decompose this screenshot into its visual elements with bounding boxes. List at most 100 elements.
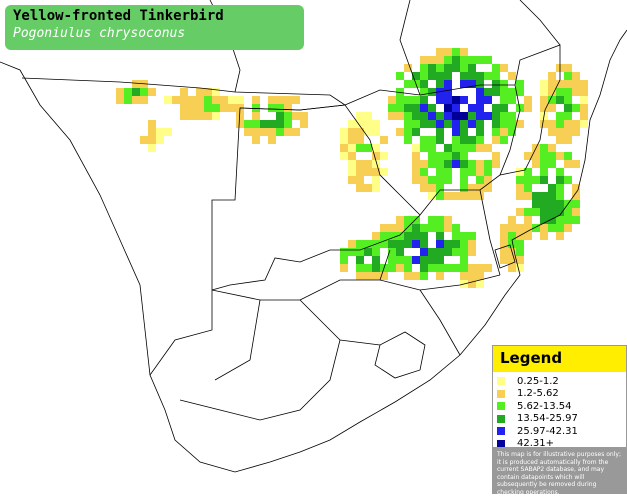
map-cell: [364, 168, 372, 176]
map-cell: [500, 256, 508, 264]
map-cell: [476, 272, 484, 280]
map-cell: [524, 104, 532, 112]
map-cell: [492, 112, 500, 120]
map-cell: [508, 240, 516, 248]
map-cell: [452, 152, 460, 160]
map-cell: [524, 208, 532, 216]
map-cell: [460, 184, 468, 192]
map-cell: [196, 96, 204, 104]
map-cell: [540, 192, 548, 200]
map-cell: [524, 152, 532, 160]
map-cell: [564, 80, 572, 88]
map-cell: [180, 88, 188, 96]
map-cell: [556, 96, 564, 104]
map-cell: [372, 176, 380, 184]
map-cell: [436, 120, 444, 128]
map-cell: [428, 152, 436, 160]
map-cell: [260, 128, 268, 136]
map-cell: [524, 96, 532, 104]
map-cell: [476, 128, 484, 136]
disclaimer: This map is for illustrative purposes on…: [493, 447, 626, 496]
map-cell: [500, 232, 508, 240]
map-cell: [404, 216, 412, 224]
map-cell: [548, 88, 556, 96]
map-cell: [396, 256, 404, 264]
map-cell: [444, 176, 452, 184]
map-cell: [564, 104, 572, 112]
map-cell: [460, 112, 468, 120]
map-cell: [420, 64, 428, 72]
map-cell: [452, 120, 460, 128]
map-cell: [356, 256, 364, 264]
border-botswana: [211, 104, 421, 291]
map-cell: [460, 264, 468, 272]
map-cell: [412, 112, 420, 120]
map-cell: [500, 248, 508, 256]
map-cell: [564, 136, 572, 144]
legend-label: 0.25-1.2: [517, 375, 559, 387]
map-cell: [348, 248, 356, 256]
map-cell: [212, 96, 220, 104]
map-cell: [380, 272, 388, 280]
map-cell: [428, 216, 436, 224]
map-cell: [452, 232, 460, 240]
map-cell: [444, 88, 452, 96]
map-cell: [372, 152, 380, 160]
map-cell: [516, 264, 524, 272]
map-cell: [436, 240, 444, 248]
map-cell: [548, 96, 556, 104]
map-cell: [556, 112, 564, 120]
map-cell: [540, 160, 548, 168]
map-cell: [276, 120, 284, 128]
map-cell: [284, 96, 292, 104]
map-cell: [508, 112, 516, 120]
legend-item: 5.62-13.54: [497, 400, 626, 413]
legend-swatch: [497, 402, 505, 411]
map-cell: [444, 224, 452, 232]
map-cell: [500, 80, 508, 88]
map-cell: [460, 192, 468, 200]
map-cell: [444, 48, 452, 56]
map-cell: [420, 168, 428, 176]
map-cell: [444, 56, 452, 64]
map-cell: [412, 152, 420, 160]
map-cell: [412, 120, 420, 128]
map-cell: [500, 120, 508, 128]
map-cell: [412, 128, 420, 136]
map-cell: [564, 128, 572, 136]
map-cell: [452, 240, 460, 248]
borders: [0, 0, 627, 473]
map-cell: [364, 120, 372, 128]
map-cell: [460, 176, 468, 184]
map-cell: [492, 72, 500, 80]
map-cell: [516, 240, 524, 248]
map-cell: [524, 168, 532, 176]
map-cell: [492, 80, 500, 88]
map-cell: [284, 104, 292, 112]
map-cell: [412, 168, 420, 176]
map-cell: [524, 176, 532, 184]
map-cell: [212, 112, 220, 120]
map-cell: [404, 264, 412, 272]
map-cell: [436, 96, 444, 104]
map-cell: [516, 248, 524, 256]
map-cell: [252, 128, 260, 136]
map-cell: [460, 72, 468, 80]
map-cell: [204, 104, 212, 112]
map-cell: [236, 112, 244, 120]
map-cell: [564, 216, 572, 224]
map-cell: [436, 80, 444, 88]
map-cell: [292, 96, 300, 104]
map-cell: [484, 72, 492, 80]
map-cell: [428, 112, 436, 120]
map-cell: [124, 96, 132, 104]
map-cell: [268, 104, 276, 112]
map-cell: [540, 80, 548, 88]
map-cell: [564, 96, 572, 104]
map-cell: [580, 120, 588, 128]
map-cell: [212, 88, 220, 96]
map-cell: [348, 120, 356, 128]
map-cell: [548, 144, 556, 152]
map-cell: [356, 160, 364, 168]
map-cell: [396, 264, 404, 272]
